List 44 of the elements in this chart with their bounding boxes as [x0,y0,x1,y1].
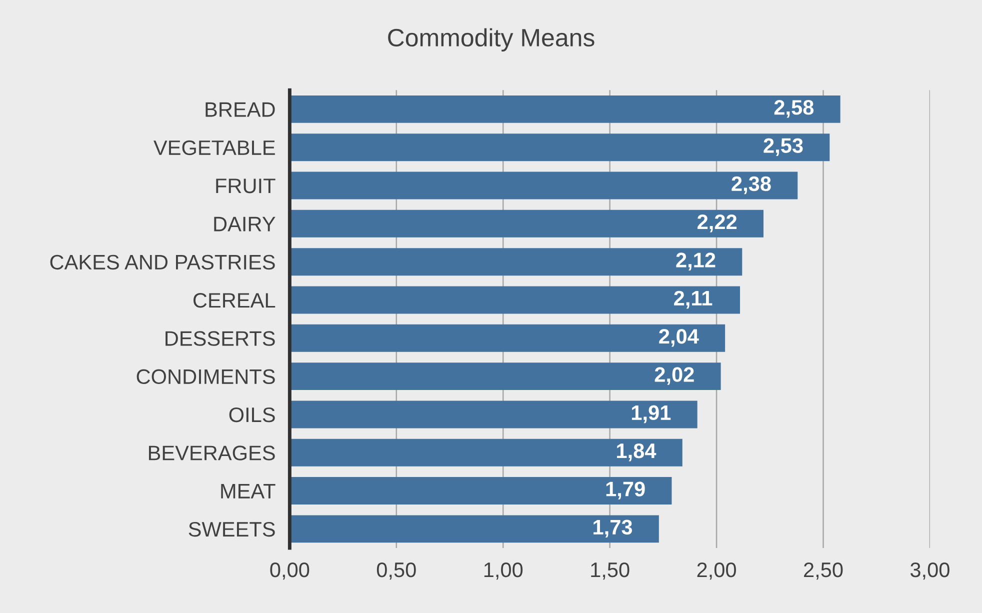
y-tick-label: OILS [229,407,275,422]
y-tick-label: BEVERAGES [148,446,275,460]
bar [290,210,764,238]
x-tick-label: 3,00 [910,562,950,580]
bar [290,172,798,200]
y-tick-label: SWEETS [188,522,275,537]
y-tick-label: DESSERTS [166,331,275,346]
y-tick-label: FRUIT [216,178,276,194]
x-tick-label: 2,50 [804,562,843,580]
bar [290,362,721,390]
y-tick-label: CEREAL [193,292,276,308]
x-tick-label: 0,50 [376,562,416,580]
data-label: 1,91 [632,405,671,424]
data-label: 2,11 [674,290,712,309]
data-label: 1,73 [594,520,632,538]
bar [290,400,698,428]
bar [290,95,840,123]
data-label: 2,58 [774,100,814,118]
x-tick-label: 0,00 [270,562,310,580]
x-tick-label: 1,50 [591,562,630,580]
bar [290,477,672,505]
bar [290,134,830,162]
bar [290,515,659,543]
data-label: 2,53 [764,138,803,156]
bar [290,286,740,314]
bar [290,324,726,352]
y-tick-label: MEAT [221,484,276,498]
bar [290,248,742,276]
data-label: 2,04 [659,328,699,347]
x-tick-label: 1,00 [484,562,523,580]
y-tick-label: BREAD [206,102,275,117]
data-label: 2,22 [698,214,737,232]
data-label: 1,79 [606,482,645,500]
chart-title: Commodity Means [388,28,594,52]
y-tick-label: CAKES AND PASTRIES [50,254,275,270]
y-tick-label: DAIRY [214,216,276,232]
y-tick-label: VEGETABLE [154,140,275,156]
data-label: 2,38 [732,176,771,194]
data-label: 2,02 [654,367,694,385]
data-label: 2,12 [676,252,716,270]
y-tick-label: CONDIMENTS [136,369,275,384]
data-label: 1,84 [617,443,656,462]
bar [290,438,682,466]
x-tick-label: 2,00 [697,562,736,580]
